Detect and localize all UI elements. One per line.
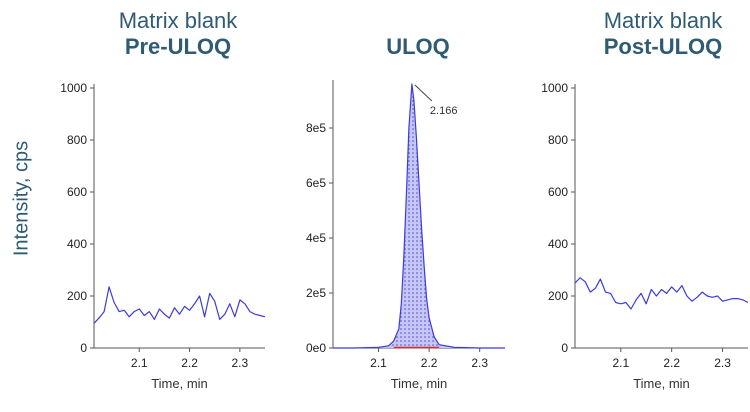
- x-tick-label-1-1: 2.2: [421, 356, 438, 370]
- y-tick-label-2-0: 0: [561, 341, 568, 355]
- y-tick-label-1-1: 2e5: [306, 286, 326, 300]
- y-tick-label-1-3: 6e5: [306, 176, 326, 190]
- peak-label-leader: [414, 84, 433, 102]
- y-tick-label-1-0: 0e0: [306, 341, 326, 355]
- x-tick-label-1-2: 2.3: [471, 356, 488, 370]
- x-tick-label-0-2: 2.3: [232, 356, 249, 370]
- middle-title-line1: ULOQ: [386, 34, 450, 59]
- x-axis-label-0: Time, min: [151, 376, 208, 391]
- x-tick-label-0-1: 2.2: [181, 356, 198, 370]
- y-tick-label-0-5: 1000: [60, 81, 87, 95]
- y-tick-label-0-2: 400: [67, 237, 87, 251]
- series-line-0: [93, 286, 266, 324]
- series-line-2: [574, 277, 749, 310]
- y-tick-label-2-5: 1000: [541, 81, 568, 95]
- middle-panel-title: ULOQ: [293, 34, 543, 60]
- y-tick-label-2-1: 200: [548, 289, 568, 303]
- y-tick-label-1-2: 4e5: [306, 231, 326, 245]
- x-axis-label-1: Time, min: [391, 376, 448, 391]
- x-tick-label-2-1: 2.2: [663, 356, 680, 370]
- y-tick-label-0-4: 800: [67, 133, 87, 147]
- x-tick-label-2-0: 2.1: [612, 356, 629, 370]
- peak-area-fill: [333, 84, 505, 348]
- right-title-line2: Post-ULOQ: [603, 34, 723, 59]
- peak-retention-label: 2.166: [430, 105, 458, 117]
- right-panel-title: Matrix blank Post-ULOQ: [538, 8, 750, 60]
- x-tick-label-0-0: 2.1: [131, 356, 148, 370]
- y-tick-label-2-3: 600: [548, 185, 568, 199]
- y-tick-label-0-3: 600: [67, 185, 87, 199]
- left-panel-title: Matrix blank Pre-ULOQ: [53, 8, 303, 60]
- y-tick-label-1-4: 8e5: [306, 121, 326, 135]
- left-title-line1: Matrix blank: [118, 8, 238, 33]
- right-title-line1: Matrix blank: [603, 8, 723, 33]
- y-tick-label-2-2: 400: [548, 237, 568, 251]
- x-axis-label-2: Time, min: [633, 376, 690, 391]
- x-tick-label-2-2: 2.3: [714, 356, 731, 370]
- y-tick-label-2-4: 800: [548, 133, 568, 147]
- left-title-line2: Pre-ULOQ: [124, 34, 232, 59]
- x-tick-label-1-0: 2.1: [370, 356, 387, 370]
- y-tick-label-0-1: 200: [67, 289, 87, 303]
- y-tick-label-0-0: 0: [80, 341, 87, 355]
- series-line-1: [333, 83, 505, 349]
